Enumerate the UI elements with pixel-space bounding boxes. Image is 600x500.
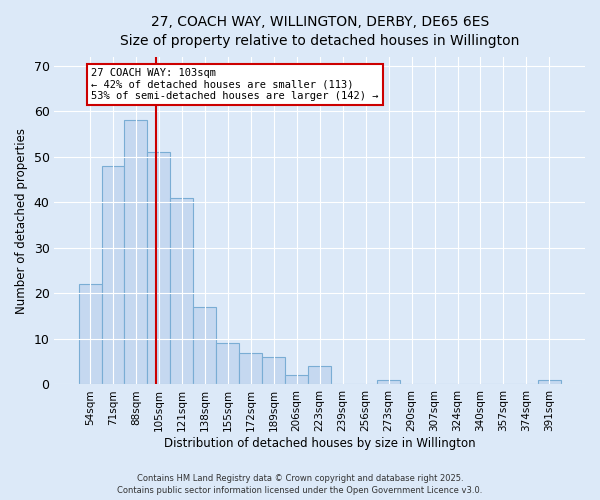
Bar bbox=[285, 376, 308, 384]
Bar bbox=[101, 166, 124, 384]
Bar bbox=[308, 366, 331, 384]
Y-axis label: Number of detached properties: Number of detached properties bbox=[15, 128, 28, 314]
Bar bbox=[124, 120, 148, 384]
Title: 27, COACH WAY, WILLINGTON, DERBY, DE65 6ES
Size of property relative to detached: 27, COACH WAY, WILLINGTON, DERBY, DE65 6… bbox=[120, 15, 520, 48]
Bar bbox=[148, 152, 170, 384]
Bar bbox=[377, 380, 400, 384]
Text: 27 COACH WAY: 103sqm
← 42% of detached houses are smaller (113)
53% of semi-deta: 27 COACH WAY: 103sqm ← 42% of detached h… bbox=[91, 68, 379, 101]
Text: Contains HM Land Registry data © Crown copyright and database right 2025.
Contai: Contains HM Land Registry data © Crown c… bbox=[118, 474, 482, 495]
Bar bbox=[217, 344, 239, 384]
Bar bbox=[262, 357, 285, 384]
Bar bbox=[79, 284, 101, 384]
Bar bbox=[193, 307, 217, 384]
Bar bbox=[170, 198, 193, 384]
X-axis label: Distribution of detached houses by size in Willington: Distribution of detached houses by size … bbox=[164, 437, 476, 450]
Bar bbox=[538, 380, 561, 384]
Bar bbox=[239, 352, 262, 384]
